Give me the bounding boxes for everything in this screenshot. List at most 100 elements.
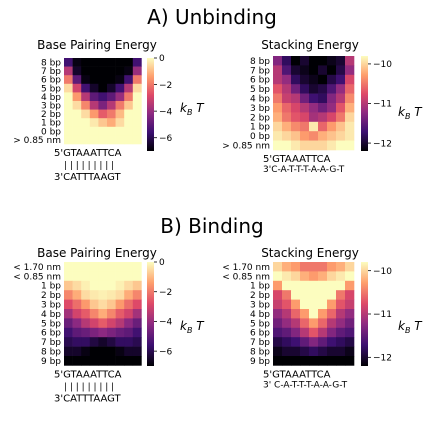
heatmap-cell [300, 56, 310, 66]
heatmap-cell [282, 271, 292, 282]
heatmap-cell [318, 140, 328, 151]
heatmap-cell [291, 65, 301, 76]
heatmap-cell [273, 121, 283, 132]
heatmap-cell [72, 58, 82, 67]
heatmap-cell [291, 309, 301, 319]
heatmap-cell [291, 93, 301, 104]
heatmap-cell [72, 356, 82, 366]
row-label: 5 bp [41, 84, 61, 94]
heatmap-cell [98, 327, 108, 338]
heatmap-cell [72, 271, 82, 282]
heatmap-cell [107, 327, 116, 338]
colorbar-unit-label: kB T [180, 319, 205, 335]
heatmap-cell [124, 75, 134, 85]
heatmap-cell [336, 93, 346, 104]
heatmap-cell [327, 121, 337, 132]
heatmap-cell [64, 135, 73, 145]
heatmap-cell [107, 75, 116, 85]
heatmap-cell [115, 66, 125, 76]
colorbar-unit-label: kB T [398, 105, 423, 121]
heatmap-cell [336, 140, 346, 151]
heatmap-cell [98, 66, 108, 76]
heatmap-cell [318, 280, 328, 291]
heatmap-cell [64, 299, 73, 310]
heatmap-cell [345, 356, 355, 366]
heatmap-cell [81, 101, 91, 110]
heatmap-cell [309, 318, 319, 329]
heatmap-cell [124, 346, 134, 357]
heatmap-cell [318, 121, 328, 132]
heatmap-cell [345, 318, 355, 329]
heatmap-cell [309, 112, 319, 123]
heatmap-cell [81, 75, 91, 85]
heatmap-cell [300, 290, 310, 300]
heatmap-cell [72, 309, 82, 319]
heatmap-cell [318, 112, 328, 123]
heatmap-cell [72, 101, 82, 110]
heatmap-cell [327, 299, 337, 310]
heatmap-cell [115, 280, 125, 291]
heatmap-cell [273, 356, 283, 366]
heatmap-cell [273, 74, 283, 85]
sequence-bond-marks: | | | | | | | | | [64, 161, 114, 171]
colorbar [147, 262, 154, 366]
row-label: 1 bp [250, 123, 270, 133]
heatmap-cell [132, 262, 142, 272]
heatmap-cell [309, 262, 319, 272]
heatmap-cell [282, 318, 292, 329]
heatmap-cell [336, 56, 346, 66]
heatmap-cell [98, 135, 108, 145]
heatmap-cell [273, 65, 283, 76]
colorbar [361, 56, 368, 151]
colorbar-tick-label: −2 [159, 81, 172, 91]
heatmap-cell [309, 74, 319, 85]
heatmap-cell [336, 271, 346, 282]
heatmap-cell [282, 131, 292, 141]
heatmap-cell [300, 84, 310, 94]
heatmap-cell [64, 356, 73, 366]
heatmap-cell [72, 109, 82, 119]
heatmap-cell [318, 131, 328, 141]
heatmap-cell [72, 135, 82, 145]
row-label: 2 bp [41, 291, 61, 301]
heatmap-cell [309, 121, 319, 132]
row-label: 4 bp [41, 310, 61, 320]
heatmap-cell [273, 140, 283, 151]
heatmap-cell [72, 126, 82, 136]
colorbar-tick-label: 0 [159, 258, 165, 268]
heatmap-cell [98, 318, 108, 329]
colorbar-tick-label: −6 [159, 134, 173, 144]
heatmap-cell [81, 327, 91, 338]
heatmap-cell [107, 66, 116, 76]
heatmap-cell [327, 140, 337, 151]
heatmap-cell [309, 131, 319, 141]
heatmap-cell [72, 337, 82, 347]
heatmap-cell [318, 103, 328, 113]
heatmap-cell [300, 337, 310, 347]
row-label: 0 bp [41, 127, 61, 137]
heatmap-cell [336, 84, 346, 94]
heatmap-cell [72, 290, 82, 300]
heatmap-cell [98, 109, 108, 119]
colorbar [361, 262, 368, 366]
heatmap-cell [72, 327, 82, 338]
heatmap-cell [115, 318, 125, 329]
heatmap-cell [273, 309, 283, 319]
heatmap-cell [115, 309, 125, 319]
heatmap-cell [124, 299, 134, 310]
colorbar-tick-label: −10 [373, 60, 392, 70]
panel-title: Stacking Energy [261, 38, 359, 52]
heatmap-cell [124, 356, 134, 366]
heatmap-cell [115, 126, 125, 136]
heatmap-cell [345, 327, 355, 338]
heatmap-cell [132, 66, 142, 76]
heatmap-cell [273, 84, 283, 94]
heatmap-cell [115, 337, 125, 347]
heatmap-cell [300, 356, 310, 366]
heatmap-cell [81, 83, 91, 93]
heatmap-cell [309, 346, 319, 357]
heatmap-cell [345, 84, 355, 94]
heatmap-cell [132, 92, 142, 102]
heatmap-cell [291, 318, 301, 329]
heatmap-cell [327, 356, 337, 366]
